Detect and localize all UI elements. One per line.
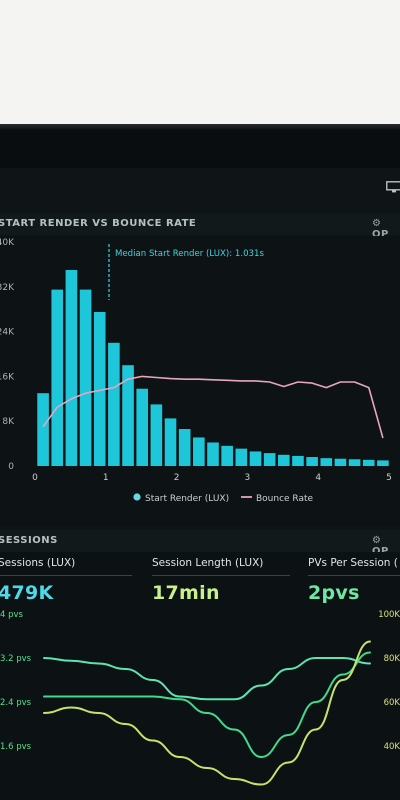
- kpi-sessions-label: Sessions (LUX): [0, 557, 76, 569]
- kpi-divider: [0, 575, 132, 576]
- start-render-bar: [108, 342, 120, 466]
- render-panel-header: Start Render vs Bounce Rate ⚙OP: [0, 213, 400, 240]
- start-render-bar: [122, 365, 134, 466]
- render-panel-options[interactable]: ⚙OP: [372, 218, 400, 240]
- start-render-bar: [377, 460, 389, 466]
- kpi-pvs-value: 2pvs: [308, 582, 360, 604]
- render-panel-title: Start Render vs Bounce Rate: [0, 218, 197, 229]
- kpi-pvs-label: PVs Per Session (: [308, 557, 398, 569]
- render-chart-panel: 0 8K 16K 24K 32K 40K 0 1 2 3 4 5 Median Start Render…: [0, 236, 400, 526]
- sessions-panel-options[interactable]: ⚙OP: [372, 535, 400, 557]
- start-render-bar: [178, 429, 191, 466]
- start-render-bar: [249, 451, 262, 466]
- start-render-bar: [193, 437, 205, 466]
- y-tick-label: 40K: [0, 238, 15, 248]
- start-render-bar: [292, 455, 304, 466]
- start-render-bar: [207, 442, 219, 466]
- x-tick-label: 5: [386, 473, 392, 483]
- start-render-bar: [164, 418, 177, 466]
- kpi-session-length[interactable]: Session Length (LUX) 17min: [152, 557, 290, 604]
- left-axis-label: 3.2 pvs: [0, 654, 32, 664]
- start-render-bar: [136, 388, 149, 466]
- monitor-icon[interactable]: [386, 181, 400, 193]
- left-axis-label: 2.4 pvs: [0, 698, 32, 708]
- start-render-bar: [51, 289, 64, 466]
- sessions-panel-options-label: OP: [372, 546, 389, 557]
- start-render-bar: [277, 454, 290, 466]
- median-annotation: Median Start Render (LUX): 1.031s: [115, 249, 265, 259]
- start-render-bar: [320, 458, 333, 466]
- y-tick-label: 24K: [0, 328, 15, 338]
- gear-icon: ⚙: [372, 218, 382, 229]
- kpi-pvs-per-session[interactable]: PVs Per Session ( 2pvs: [308, 557, 400, 604]
- start-render-bar: [37, 393, 49, 466]
- start-render-bar: [150, 404, 163, 466]
- start-render-bar: [221, 445, 233, 466]
- sessions-panel-header: Sessions ⚙OP: [0, 530, 400, 557]
- sessions-panel: 4 pvs 3.2 pvs 2.4 pvs 1.6 pvs 100K 80K 60K 40K: [0, 552, 400, 800]
- kpi-divider: [308, 575, 400, 576]
- kpi-session-length-value: 17min: [152, 582, 220, 604]
- kpi-session-length-label: Session Length (LUX): [152, 557, 264, 569]
- right-axis-label: 60K: [384, 698, 400, 708]
- x-tick-label: 2: [174, 473, 180, 483]
- sessions-panel-title: Sessions: [0, 535, 58, 546]
- monitor-bezel-edge: [0, 124, 400, 130]
- legend-label: Start Render (LUX): [145, 494, 229, 504]
- y-tick-label: 16K: [0, 372, 15, 382]
- sessions-line: [43, 640, 371, 786]
- legend-label: Bounce Rate: [256, 494, 314, 504]
- start-render-bar: [334, 458, 347, 466]
- right-axis-label: 40K: [384, 742, 400, 752]
- legend-swatch-start-render: [133, 493, 141, 501]
- render-panel-options-label: OP: [372, 229, 389, 240]
- y-tick-label: 8K: [2, 417, 15, 427]
- session-length-line: [43, 651, 371, 759]
- x-tick-label: 1: [103, 473, 109, 483]
- gear-icon: ⚙: [372, 535, 382, 546]
- start-render-bar: [348, 459, 361, 466]
- x-tick-label: 3: [245, 473, 251, 483]
- kpi-sessions-value: 479K: [0, 582, 54, 604]
- right-axis-label: 80K: [384, 654, 400, 664]
- kpi-sessions[interactable]: Sessions (LUX) 479K: [0, 557, 132, 604]
- start-render-bar: [93, 312, 106, 466]
- right-axis-label: 100K: [378, 610, 400, 620]
- start-render-bar: [362, 459, 375, 466]
- x-tick-label: 4: [315, 473, 321, 483]
- y-tick-label: 32K: [0, 283, 15, 293]
- start-render-bar: [235, 448, 248, 466]
- kpi-divider: [152, 575, 290, 576]
- left-axis-label: 4 pvs: [0, 610, 24, 620]
- start-render-chart: 0 8K 16K 24K 32K 40K 0 1 2 3 4 5 Median Start Render…: [0, 238, 392, 504]
- start-render-bar: [306, 457, 318, 466]
- bounce-rate-line: [42, 375, 384, 439]
- left-axis-label: 1.6 pvs: [0, 742, 32, 752]
- y-tick-label: 0: [8, 462, 14, 472]
- start-render-bar: [79, 289, 92, 466]
- start-render-bar: [263, 453, 276, 466]
- pvs-per-session-line: [43, 657, 371, 701]
- sessions-chart: 4 pvs 3.2 pvs 2.4 pvs 1.6 pvs 100K 80K 60K 40K: [0, 610, 400, 786]
- start-render-bar: [65, 270, 78, 466]
- x-tick-label: 0: [32, 473, 38, 483]
